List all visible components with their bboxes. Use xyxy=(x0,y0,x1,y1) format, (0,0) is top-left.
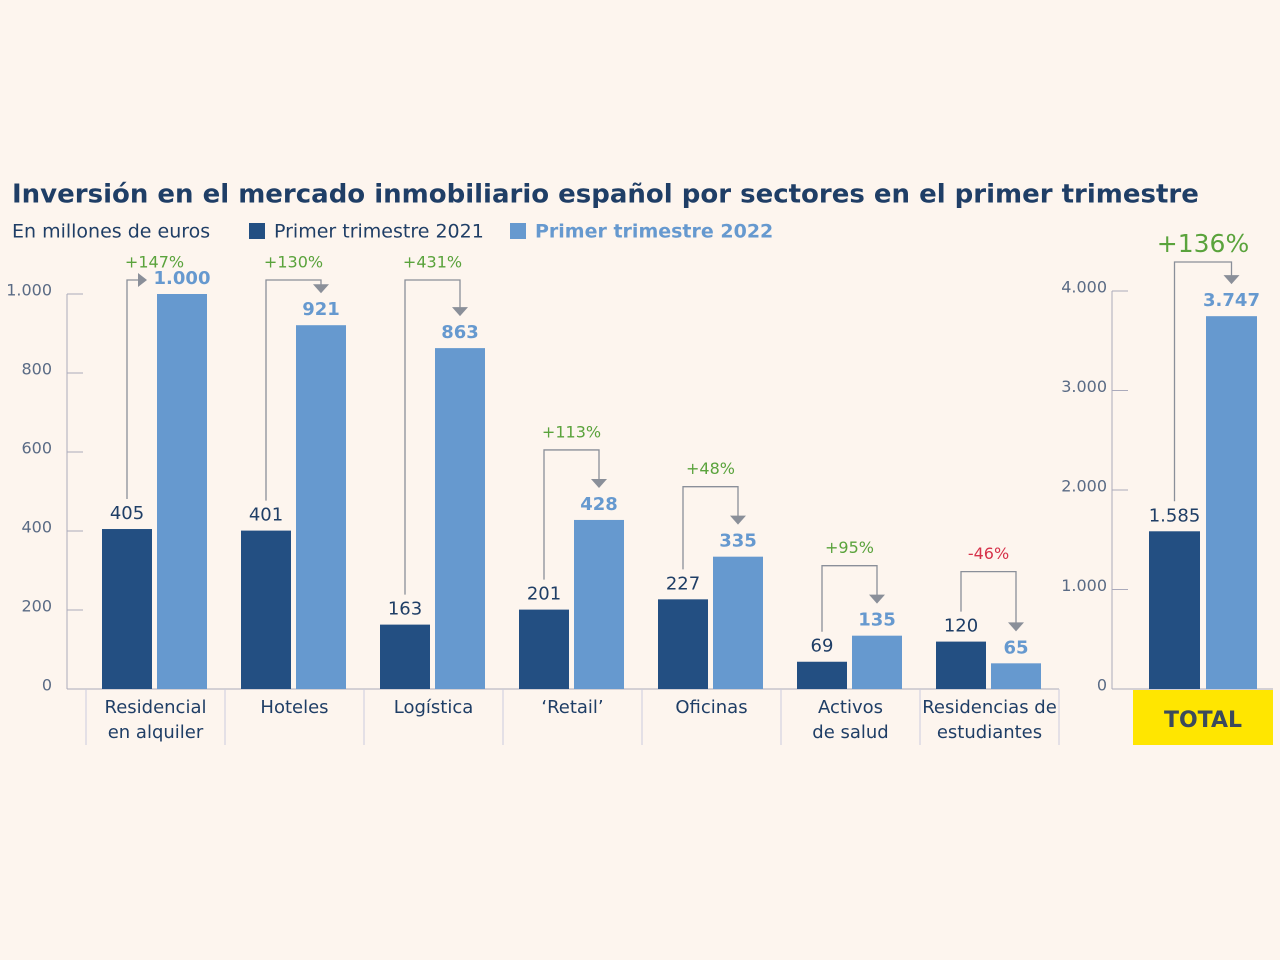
data-label: 120 xyxy=(944,616,978,637)
y-tick-label: 600 xyxy=(21,439,52,458)
bar xyxy=(852,635,902,689)
x-tick-label: estudiantes xyxy=(937,722,1042,743)
bar xyxy=(102,529,152,689)
legend-swatch xyxy=(249,223,265,239)
y-tick-label: 0 xyxy=(42,676,52,695)
bar xyxy=(797,661,847,689)
arrowhead xyxy=(1008,622,1024,632)
data-label: 428 xyxy=(580,494,618,515)
arrowhead xyxy=(869,594,885,604)
y-tick-label: 400 xyxy=(21,518,52,537)
change-bracket xyxy=(960,570,1017,624)
change-bracket xyxy=(265,279,322,501)
arrowhead xyxy=(313,284,329,294)
data-label: 401 xyxy=(249,505,283,526)
arrowhead xyxy=(730,515,746,525)
subtitle: En millones de euros xyxy=(12,221,210,243)
data-label: 335 xyxy=(719,531,757,552)
data-label: 1.000 xyxy=(154,268,211,289)
data-label: 163 xyxy=(388,599,422,620)
arrowhead xyxy=(1223,275,1240,285)
x-tick-label: Residencial xyxy=(105,697,207,718)
bar xyxy=(241,530,291,689)
data-label: 921 xyxy=(302,299,340,320)
y-tick-label: 1.000 xyxy=(6,281,52,300)
bar xyxy=(658,599,708,689)
data-label: 863 xyxy=(441,322,479,343)
change-label: +431% xyxy=(403,253,462,272)
x-tick-label: ‘Retail’ xyxy=(541,697,603,718)
change-bracket xyxy=(821,565,878,632)
data-label: 135 xyxy=(858,610,896,631)
total-box xyxy=(1133,690,1273,745)
x-tick-label: TOTAL xyxy=(1164,708,1242,733)
change-label: +136% xyxy=(1157,229,1249,258)
data-label: 1.585 xyxy=(1149,505,1201,526)
x-tick-label: de salud xyxy=(812,722,888,743)
data-label: 405 xyxy=(110,503,144,524)
change-bracket xyxy=(1173,261,1233,502)
data-label: 3.747 xyxy=(1203,290,1260,311)
bar xyxy=(991,663,1041,689)
legend-label: Primer trimestre 2021 xyxy=(274,221,484,243)
legend-label: Primer trimestre 2022 xyxy=(535,221,773,243)
change-label: +130% xyxy=(264,253,323,272)
x-tick-label: Oficinas xyxy=(675,697,747,718)
x-tick-label: en alquiler xyxy=(108,722,204,743)
bar xyxy=(713,556,763,689)
change-bracket xyxy=(126,279,139,500)
change-bracket xyxy=(543,449,600,580)
bar xyxy=(1149,531,1200,689)
arrowhead xyxy=(591,478,607,488)
y-tick-label: 800 xyxy=(21,360,52,379)
bar xyxy=(380,624,430,689)
bar xyxy=(574,519,624,689)
data-label: 227 xyxy=(666,573,700,594)
bar xyxy=(519,609,569,689)
x-tick-label: Activos xyxy=(818,697,883,718)
arrowhead xyxy=(138,273,147,287)
y-tick-label: 1.000 xyxy=(1061,576,1107,595)
y-tick-label: 200 xyxy=(21,597,52,616)
change-label: +48% xyxy=(686,459,735,478)
legend-swatch xyxy=(510,223,526,239)
change-bracket xyxy=(682,486,739,570)
change-label: +95% xyxy=(825,538,874,557)
arrowhead xyxy=(452,307,468,317)
bar xyxy=(936,641,986,689)
x-tick-label: Logística xyxy=(394,697,474,718)
y-tick-label: 3.000 xyxy=(1061,377,1107,396)
data-label: 201 xyxy=(527,584,561,605)
data-label: 65 xyxy=(1003,637,1028,658)
bar xyxy=(296,325,346,689)
x-tick-label: Residencias de xyxy=(922,697,1057,718)
change-label: +147% xyxy=(125,253,184,272)
y-tick-label: 2.000 xyxy=(1061,477,1107,496)
change-bracket xyxy=(404,279,461,595)
change-label: -46% xyxy=(968,544,1009,563)
change-label: +113% xyxy=(542,422,601,441)
bar xyxy=(157,294,207,689)
y-tick-label: 0 xyxy=(1097,676,1107,695)
bar xyxy=(435,348,485,689)
data-label: 69 xyxy=(811,636,834,657)
y-tick-label: 4.000 xyxy=(1061,278,1107,297)
chart-title: Inversión en el mercado inmobiliario esp… xyxy=(12,180,1199,210)
x-tick-label: Hoteles xyxy=(260,697,328,718)
bar xyxy=(1206,316,1257,689)
